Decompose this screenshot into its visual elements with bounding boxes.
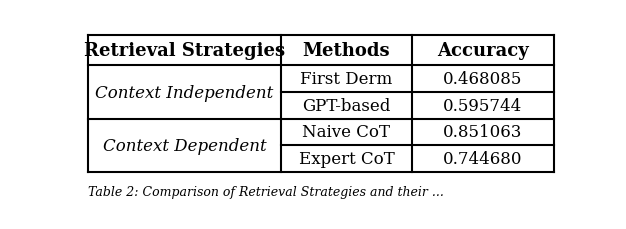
Text: GPT-based: GPT-based (302, 97, 391, 114)
Text: Methods: Methods (302, 42, 390, 60)
Text: 0.851063: 0.851063 (443, 124, 522, 141)
Text: Retrieval Strategies: Retrieval Strategies (84, 42, 285, 60)
Text: 0.468085: 0.468085 (443, 71, 522, 88)
Text: 0.744680: 0.744680 (443, 150, 523, 167)
Text: Context Dependent: Context Dependent (103, 137, 267, 154)
Text: 0.595744: 0.595744 (443, 97, 522, 114)
Text: Context Independent: Context Independent (96, 84, 274, 101)
Text: Expert CoT: Expert CoT (299, 150, 394, 167)
Text: First Derm: First Derm (300, 71, 393, 88)
Text: Naive CoT: Naive CoT (302, 124, 391, 141)
Text: Table 2: Comparison of Retrieval Strategies and their ...: Table 2: Comparison of Retrieval Strateg… (88, 185, 444, 198)
Text: Accuracy: Accuracy (437, 42, 528, 60)
